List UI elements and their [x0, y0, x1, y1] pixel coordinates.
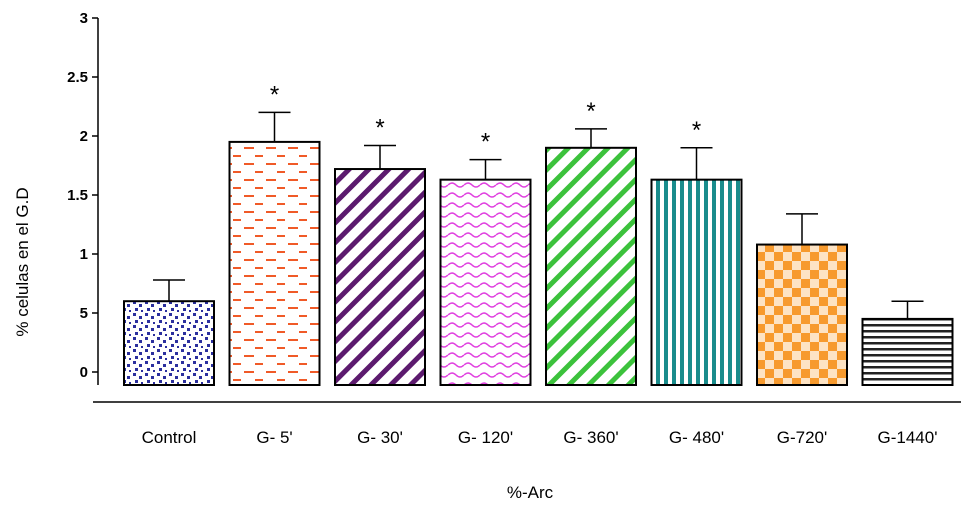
bar	[335, 169, 425, 385]
bar	[124, 301, 214, 385]
significance-marker: *	[270, 81, 279, 108]
y-tick-label: 5	[80, 305, 88, 322]
bar	[863, 319, 953, 385]
bars-group: * * * * *	[124, 81, 953, 385]
x-tick-label: Control	[142, 428, 197, 447]
bar	[652, 180, 742, 385]
x-tick-label: G- 360'	[563, 428, 618, 447]
bar-group: *	[335, 114, 425, 385]
significance-marker: *	[586, 98, 595, 125]
bar-group	[124, 280, 214, 385]
x-tick-label: G-1440'	[878, 428, 938, 447]
category-labels: Control G- 5' G- 30' G- 120' G- 360' G- 480' G…	[142, 428, 938, 447]
significance-marker: *	[692, 117, 701, 144]
significance-marker: *	[481, 129, 490, 156]
y-tick-label: 1	[80, 246, 88, 263]
y-tick-label: 0	[80, 364, 88, 381]
x-tick-label: G- 5'	[256, 428, 292, 447]
bar-group: *	[230, 81, 320, 385]
y-axis: 0 5 1 1.5 2 2.5 3	[67, 10, 98, 385]
x-tick-label: G- 120'	[458, 428, 513, 447]
y-axis-title: % celulas en el G.D	[13, 187, 32, 336]
x-tick-label: G- 30'	[357, 428, 403, 447]
bar-group: *	[441, 129, 531, 385]
bar-group: *	[546, 98, 636, 385]
bar-group	[863, 301, 953, 385]
x-tick-label: G-720'	[777, 428, 828, 447]
y-tick-label: 2	[80, 128, 88, 145]
bar	[230, 142, 320, 385]
significance-marker: *	[375, 114, 384, 141]
bar	[757, 245, 847, 385]
bar-group: *	[652, 117, 742, 385]
y-tick-label: 1.5	[67, 187, 88, 204]
bar	[441, 180, 531, 385]
x-tick-label: G- 480'	[669, 428, 724, 447]
bar-group	[757, 214, 847, 385]
x-axis-title: %-Arc	[507, 483, 554, 502]
y-tick-label: 2.5	[67, 69, 88, 86]
bar	[546, 148, 636, 385]
y-tick-label: 3	[80, 10, 88, 27]
